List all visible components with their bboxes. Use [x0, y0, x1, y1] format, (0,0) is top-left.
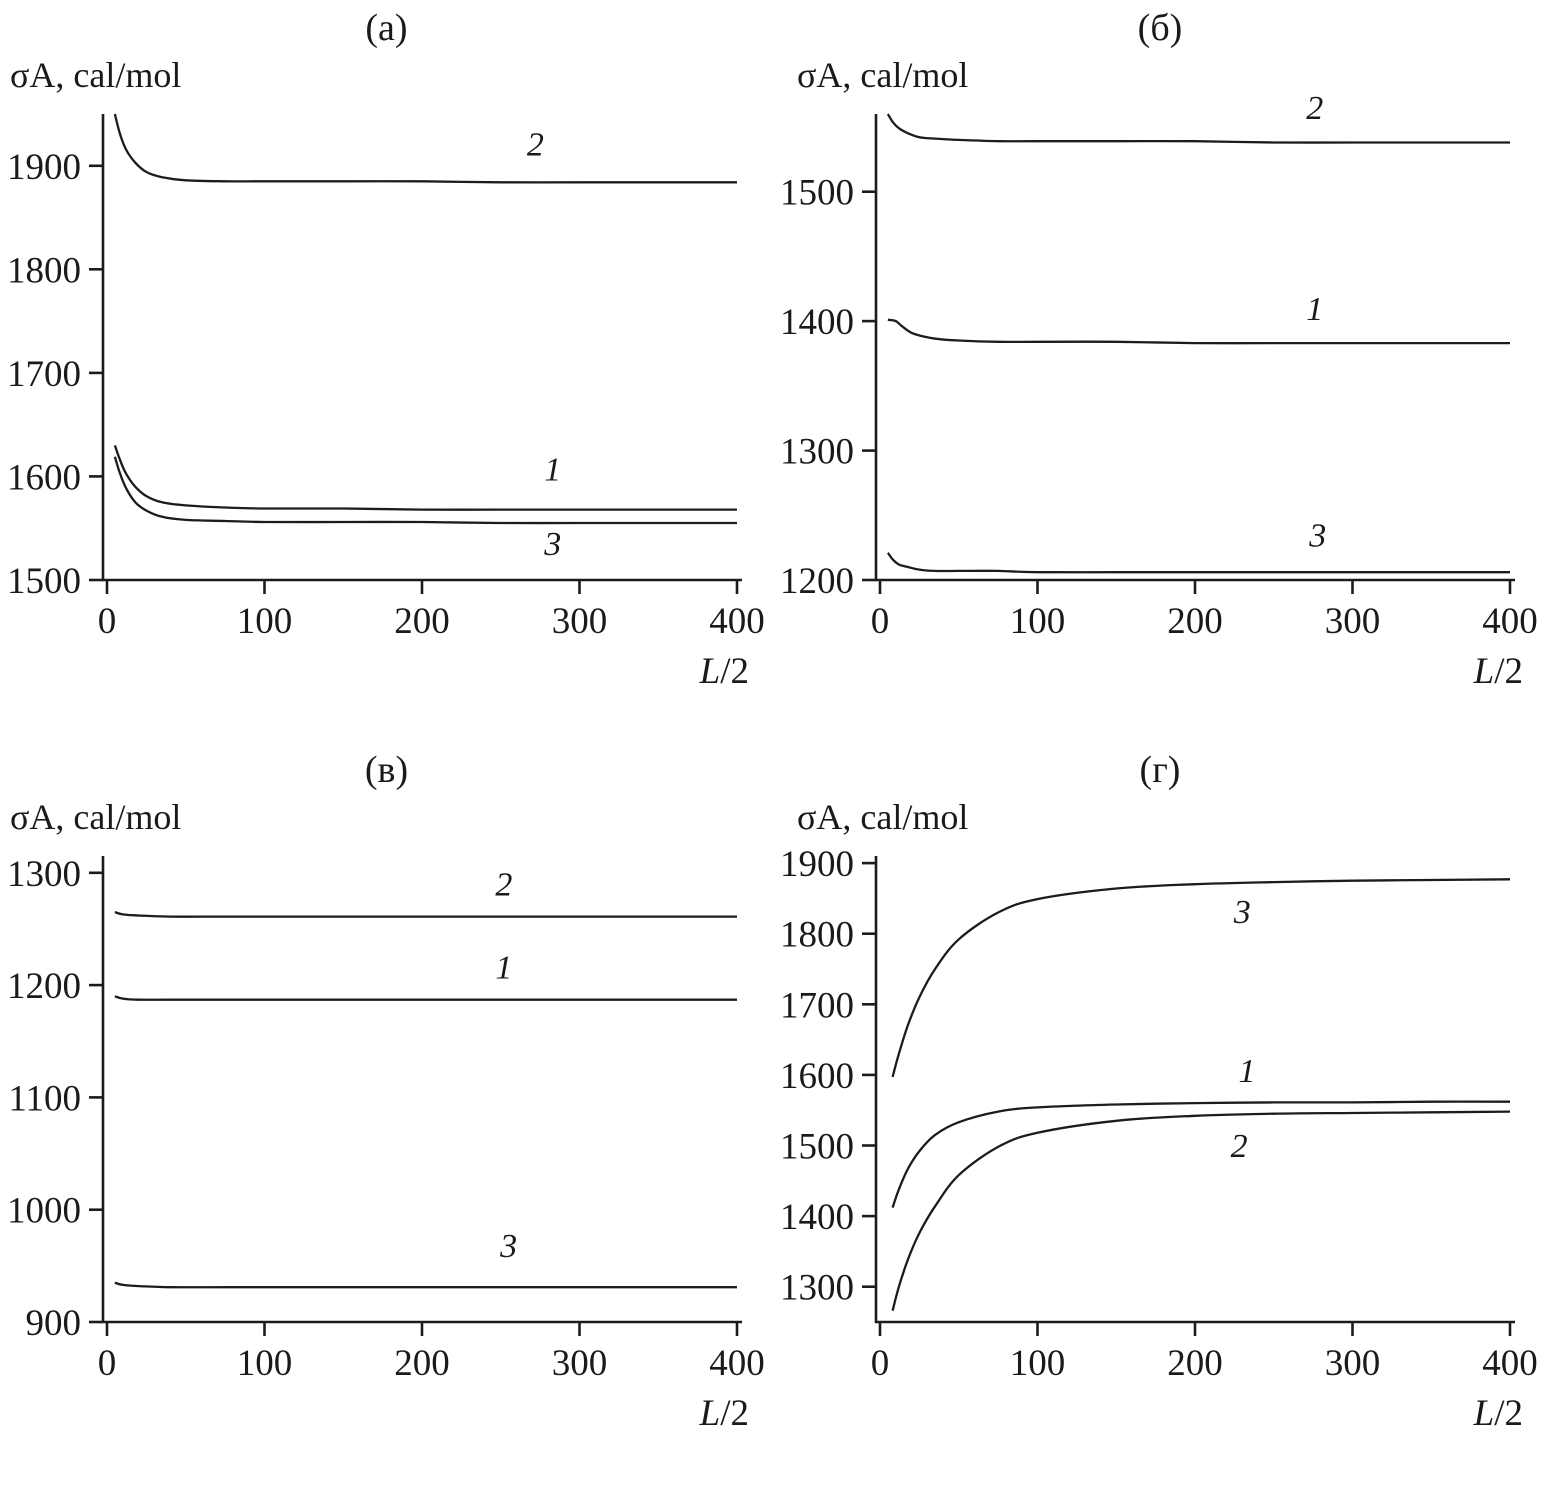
curve-label-2: 2	[1306, 90, 1323, 127]
curve-label-3: 3	[1233, 894, 1251, 931]
curve-1	[891, 1100, 1511, 1208]
x-tick-label: 0	[98, 601, 117, 642]
y-tick-label: 1800	[780, 915, 854, 956]
panel-b: (б) σA, cal/mol 1200 1300 1400 1500 0 100 200 3…	[773, 0, 1547, 742]
panel-g-plot-area: 1300 1400 1500 1600 1700 1800 1900 0 100 200 300 40…	[780, 844, 1538, 1384]
y-tick-label: 1500	[780, 173, 854, 214]
x-axis-label-variable: L	[699, 651, 721, 692]
x-tick-label: 100	[1010, 1343, 1066, 1384]
x-tick-label: 0	[98, 1343, 117, 1384]
x-tick-label: 100	[237, 1343, 293, 1384]
x-axis-label-suffix: /2	[1494, 1393, 1523, 1434]
panel-a-y-axis-label: σA, cal/mol	[10, 55, 182, 95]
curve-label-1: 1	[544, 452, 561, 489]
curve-3	[113, 456, 737, 525]
x-tick-label: 0	[871, 601, 890, 642]
x-axis-label-variable: L	[1473, 651, 1495, 692]
curve-label-2: 2	[495, 866, 512, 903]
x-tick-label: 100	[237, 601, 293, 642]
curve-label-2: 2	[1231, 1128, 1248, 1165]
panel-b-plot-area: 1200 1300 1400 1500 0 100 200 300 400 1 2 3	[780, 90, 1538, 642]
y-tick-label: 1800	[7, 250, 81, 291]
y-tick-label: 1100	[8, 1078, 81, 1119]
x-tick-label: 200	[394, 601, 450, 642]
panel-g-y-axis-label: σA, cal/mol	[797, 797, 969, 837]
panel-g: (г) σA, cal/mol 1300 1400 1500 1600 1700 1800…	[773, 742, 1547, 1485]
panel-b-title: (б)	[1137, 7, 1183, 49]
x-tick-label: 100	[1010, 601, 1066, 642]
panel-a-title: (а)	[365, 7, 408, 49]
panel-g-x-axis-label: L/2	[1474, 1392, 1523, 1435]
y-tick-label: 1300	[780, 432, 854, 473]
panel-b-y-axis-label: σA, cal/mol	[797, 55, 969, 95]
y-tick-label: 1500	[780, 1127, 854, 1168]
curve-3	[114, 1281, 737, 1289]
curve-1	[887, 318, 1510, 345]
curve-1	[113, 444, 737, 511]
x-tick-label: 300	[1325, 601, 1381, 642]
curve-3	[886, 552, 1510, 574]
y-tick-label: 1000	[7, 1191, 81, 1232]
y-tick-label: 1600	[780, 1056, 854, 1097]
y-tick-label: 1900	[7, 147, 81, 188]
panel-a-x-axis-label: L/2	[700, 650, 749, 693]
panel-g-title: (г)	[1139, 749, 1181, 791]
x-tick-label: 300	[1325, 1343, 1381, 1384]
curve-label-3: 3	[543, 526, 561, 563]
y-tick-label: 1200	[780, 561, 854, 602]
panel-a: (а) σA, cal/mol 1500 1600 1700 1800 1900 0 100…	[0, 0, 773, 742]
x-tick-label: 200	[394, 1343, 450, 1384]
x-axis-label-suffix: /2	[1494, 651, 1523, 692]
x-axis-label-suffix: /2	[720, 651, 749, 692]
x-tick-label: 300	[552, 1343, 608, 1384]
x-tick-label: 400	[1482, 1343, 1538, 1384]
x-axis-label-variable: L	[1473, 1393, 1495, 1434]
axes	[874, 856, 1515, 1324]
panel-v-x-axis-label: L/2	[700, 1392, 749, 1435]
panel-v-title: (в)	[364, 749, 409, 791]
curve-label-1: 1	[495, 949, 512, 986]
x-axis-label-suffix: /2	[720, 1393, 749, 1434]
curve-label-3: 3	[499, 1228, 517, 1265]
y-tick-label: 1600	[7, 457, 81, 498]
axes	[874, 114, 1515, 582]
y-tick-label: 1300	[780, 1268, 854, 1309]
x-tick-label: 200	[1167, 601, 1223, 642]
curve-label-1: 1	[1239, 1053, 1256, 1090]
panel-a-plot-area: 1500 1600 1700 1800 1900 0 100 200 300 400 1 2 3	[7, 113, 765, 642]
x-tick-label: 0	[871, 1343, 890, 1384]
curve-label-1: 1	[1306, 291, 1323, 328]
x-tick-label: 300	[552, 601, 608, 642]
y-tick-label: 1900	[780, 844, 854, 885]
curve-2	[886, 113, 1510, 144]
curve-1	[114, 995, 737, 1001]
panel-v-y-axis-label: σA, cal/mol	[10, 797, 182, 837]
y-tick-label: 1400	[780, 1197, 854, 1238]
x-tick-label: 400	[709, 601, 765, 642]
x-tick-label: 400	[1482, 601, 1538, 642]
x-tick-label: 200	[1167, 1343, 1223, 1384]
curve-2	[113, 113, 737, 184]
curve-2	[114, 911, 737, 918]
y-tick-label: 1400	[780, 302, 854, 343]
y-tick-label: 1700	[7, 354, 81, 395]
axes	[101, 856, 742, 1324]
panel-v-plot-area: 900 1000 1100 1200 1300 0 100 200 300 400 1 2 3	[7, 854, 765, 1384]
panel-v: (в) σA, cal/mol 900 1000 1100 1200 1300 0 100 2…	[0, 742, 773, 1485]
curve-2	[891, 1110, 1511, 1311]
x-axis-label-variable: L	[699, 1393, 721, 1434]
y-tick-label: 1700	[780, 985, 854, 1026]
curve-label-2: 2	[527, 126, 544, 163]
curve-3	[891, 878, 1511, 1078]
y-tick-label: 1200	[7, 966, 81, 1007]
panel-b-x-axis-label: L/2	[1474, 650, 1523, 693]
y-tick-label: 900	[26, 1303, 82, 1344]
curve-label-3: 3	[1308, 517, 1326, 554]
y-tick-label: 1300	[7, 854, 81, 895]
y-tick-label: 1500	[7, 561, 81, 602]
x-tick-label: 400	[709, 1343, 765, 1384]
